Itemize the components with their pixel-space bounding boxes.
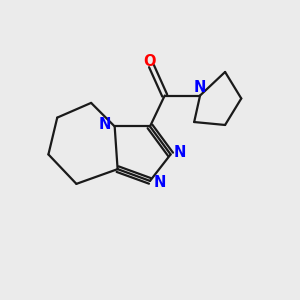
Text: O: O [144,54,156,69]
Text: N: N [174,146,186,160]
Text: N: N [99,118,111,133]
Text: N: N [194,80,206,95]
Text: N: N [153,175,166,190]
